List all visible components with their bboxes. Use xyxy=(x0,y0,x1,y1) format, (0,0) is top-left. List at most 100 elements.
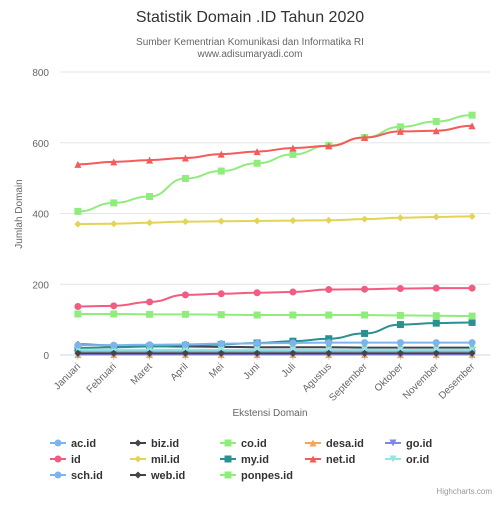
data-point-net-id[interactable] xyxy=(181,154,189,162)
data-point-web-id[interactable] xyxy=(110,349,118,357)
legend-item-web-id[interactable]: web.id xyxy=(130,470,185,482)
data-point-ponpes-id[interactable] xyxy=(289,311,297,319)
legend-item-co-id[interactable]: co.id xyxy=(220,438,267,450)
legend-item-desa-id[interactable]: desa.id xyxy=(305,438,364,450)
data-point-my-id[interactable] xyxy=(361,329,369,337)
data-point-co-id[interactable] xyxy=(289,150,297,158)
data-point-mil-id[interactable] xyxy=(325,216,333,224)
data-point-mil-id[interactable] xyxy=(396,214,404,222)
legend-item-go-id[interactable]: go.id xyxy=(385,438,432,450)
data-point-or-id[interactable] xyxy=(146,346,154,354)
data-point-or-id[interactable] xyxy=(325,346,333,354)
data-point-mil-id[interactable] xyxy=(289,217,297,225)
data-point-ponpes-id[interactable] xyxy=(74,310,82,318)
data-point-co-id[interactable] xyxy=(74,207,82,215)
data-point-web-id[interactable] xyxy=(289,349,297,357)
data-point-co-id[interactable] xyxy=(396,123,404,131)
data-point-web-id[interactable] xyxy=(74,349,82,357)
data-point-ponpes-id[interactable] xyxy=(468,312,476,320)
data-point-or-id[interactable] xyxy=(217,346,225,354)
series-line-mil-id[interactable] xyxy=(77,215,473,226)
data-point-id[interactable] xyxy=(146,298,154,306)
credits[interactable]: Highcharts.com xyxy=(436,487,492,496)
data-point-sch-id[interactable] xyxy=(253,339,261,347)
data-point-sch-id[interactable] xyxy=(110,341,118,349)
legend-item-id[interactable]: id xyxy=(50,454,81,466)
data-point-id[interactable] xyxy=(110,302,118,310)
data-point-id[interactable] xyxy=(74,303,82,311)
data-point-web-id[interactable] xyxy=(325,349,333,357)
data-point-web-id[interactable] xyxy=(432,349,440,357)
data-point-web-id[interactable] xyxy=(181,349,189,357)
data-point-web-id[interactable] xyxy=(396,349,404,357)
legend-item-mil-id[interactable]: mil.id xyxy=(130,454,180,466)
series-line-my-id[interactable] xyxy=(77,321,473,349)
data-point-or-id[interactable] xyxy=(396,346,404,354)
data-point-net-id[interactable] xyxy=(146,156,154,164)
data-point-mil-id[interactable] xyxy=(217,217,225,225)
data-point-id[interactable] xyxy=(325,286,333,294)
legend-item-ac-id[interactable]: ac.id xyxy=(50,438,96,450)
legend-item-ponpes-id[interactable]: ponpes.id xyxy=(220,470,293,482)
data-point-web-id[interactable] xyxy=(146,349,154,357)
data-point-net-id[interactable] xyxy=(361,133,369,141)
data-point-sch-id[interactable] xyxy=(432,339,440,347)
data-point-or-id[interactable] xyxy=(253,346,261,354)
legend-item-or-id[interactable]: or.id xyxy=(385,454,429,466)
data-point-net-id[interactable] xyxy=(325,142,333,150)
data-point-co-id[interactable] xyxy=(110,199,118,207)
data-point-net-id[interactable] xyxy=(468,122,476,130)
data-point-sch-id[interactable] xyxy=(74,341,82,349)
data-point-co-id[interactable] xyxy=(181,174,189,182)
legend-item-sch-id[interactable]: sch.id xyxy=(50,470,103,482)
data-point-co-id[interactable] xyxy=(432,118,440,126)
data-point-net-id[interactable] xyxy=(74,160,82,168)
data-point-mil-id[interactable] xyxy=(74,220,82,228)
data-point-sch-id[interactable] xyxy=(289,339,297,347)
data-point-co-id[interactable] xyxy=(217,167,225,175)
series-line-co-id[interactable] xyxy=(77,114,473,213)
data-point-co-id[interactable] xyxy=(146,193,154,201)
data-point-ponpes-id[interactable] xyxy=(217,311,225,319)
data-point-id[interactable] xyxy=(217,290,225,298)
data-point-id[interactable] xyxy=(361,285,369,293)
legend-item-my-id[interactable]: my.id xyxy=(220,454,269,466)
data-point-sch-id[interactable] xyxy=(468,339,476,347)
data-point-sch-id[interactable] xyxy=(217,340,225,348)
data-point-mil-id[interactable] xyxy=(468,212,476,220)
data-point-id[interactable] xyxy=(181,291,189,299)
data-point-web-id[interactable] xyxy=(361,349,369,357)
data-point-co-id[interactable] xyxy=(468,111,476,119)
data-point-ponpes-id[interactable] xyxy=(396,311,404,319)
data-point-ponpes-id[interactable] xyxy=(432,312,440,320)
data-point-net-id[interactable] xyxy=(396,127,404,135)
data-point-ponpes-id[interactable] xyxy=(253,311,261,319)
data-point-my-id[interactable] xyxy=(396,321,404,329)
data-point-id[interactable] xyxy=(396,284,404,292)
data-point-ponpes-id[interactable] xyxy=(325,311,333,319)
data-point-mil-id[interactable] xyxy=(253,217,261,225)
data-point-net-id[interactable] xyxy=(110,158,118,166)
data-point-sch-id[interactable] xyxy=(396,339,404,347)
legend-item-biz-id[interactable]: biz.id xyxy=(130,438,179,450)
data-point-my-id[interactable] xyxy=(468,318,476,326)
data-point-co-id[interactable] xyxy=(253,159,261,167)
data-point-or-id[interactable] xyxy=(289,346,297,354)
data-point-mil-id[interactable] xyxy=(181,218,189,226)
series-line-net-id[interactable] xyxy=(77,124,473,166)
data-point-sch-id[interactable] xyxy=(146,341,154,349)
data-point-my-id[interactable] xyxy=(432,319,440,327)
legend-item-net-id[interactable]: net.id xyxy=(305,454,355,466)
data-point-sch-id[interactable] xyxy=(181,340,189,348)
data-point-or-id[interactable] xyxy=(432,346,440,354)
data-point-or-id[interactable] xyxy=(181,346,189,354)
data-point-web-id[interactable] xyxy=(217,349,225,357)
data-point-ponpes-id[interactable] xyxy=(361,311,369,319)
data-point-net-id[interactable] xyxy=(217,150,225,158)
data-point-net-id[interactable] xyxy=(432,127,440,135)
data-point-net-id[interactable] xyxy=(289,144,297,152)
series-line-id[interactable] xyxy=(77,287,473,308)
series-line-sch-id[interactable] xyxy=(77,341,473,347)
data-point-web-id[interactable] xyxy=(253,349,261,357)
data-point-net-id[interactable] xyxy=(253,148,261,156)
